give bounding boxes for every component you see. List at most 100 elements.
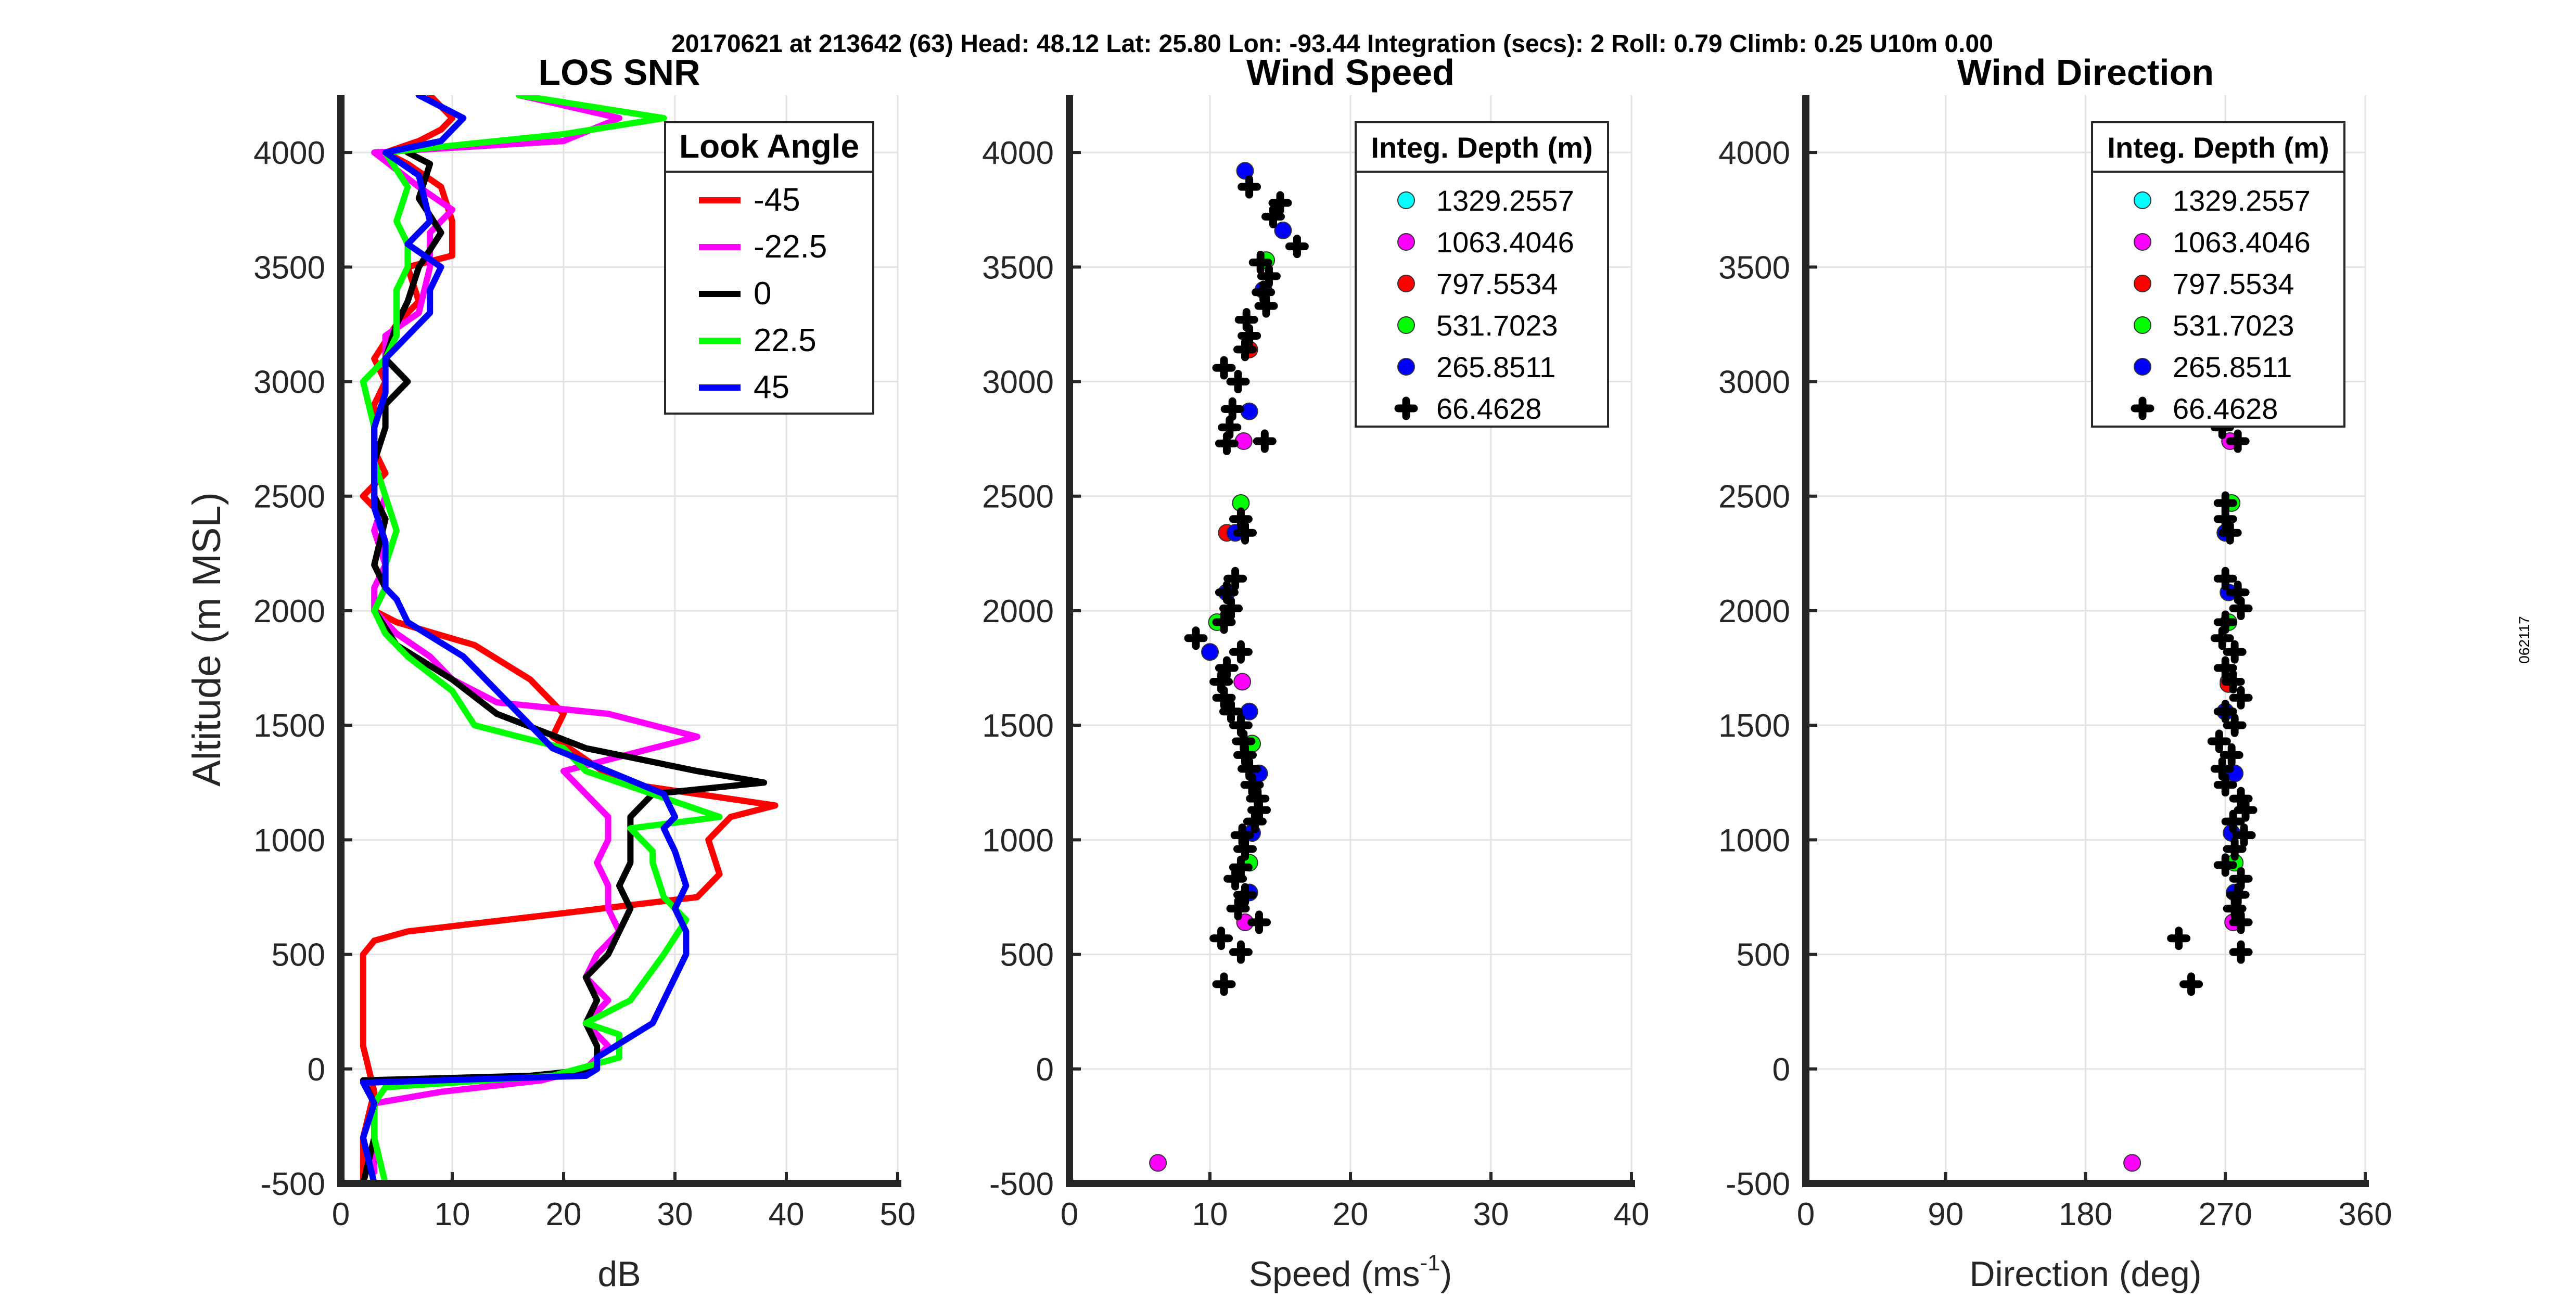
y-tick-label: 3000 (1718, 365, 1790, 401)
los-snr-panel: 0 10 20 30 40 50-5000500100015002000250030003… (185, 52, 915, 1294)
plot-area (1149, 162, 1309, 1172)
y-tick-label: 3500 (982, 250, 1054, 286)
legend-title: Integ. Depth (m) (1371, 131, 1592, 164)
data-point-66.4628 (1248, 251, 1272, 275)
y-tick-label: 2000 (982, 594, 1054, 629)
y-tick-label: 1500 (982, 708, 1054, 744)
legend-label-265.8511: 265.8511 (1436, 351, 1555, 383)
x-tick-label: 30 (1473, 1197, 1509, 1232)
data-point-66.4628 (2179, 972, 2203, 996)
x-tick-label: 50 (880, 1197, 916, 1232)
data-point-66.4628 (1215, 581, 1239, 604)
x-tick-label: 0 (1061, 1197, 1078, 1232)
data-point-66.4628 (1229, 640, 1253, 664)
y-tick-label: -500 (261, 1166, 325, 1202)
data-point-66.4628 (2232, 824, 2256, 847)
y-tick-label: 1500 (253, 708, 325, 744)
legend: Integ. Depth (m) 1329.2557 1063.4046 797.55… (2091, 121, 2345, 428)
wind-speed-panel: 0 10 20 30 40-500050010001500200025003000350… (982, 52, 1649, 1294)
data-point-66.4628 (1246, 787, 1270, 811)
legend-swatch-66.4628 (2131, 396, 2154, 420)
data-point-66.4628 (1229, 713, 1253, 737)
data-point-66.4628 (2229, 867, 2253, 891)
legend-label-22.5: 22.5 (754, 323, 817, 358)
legend-swatch-1329.2557 (2134, 191, 2151, 209)
y-tick-label: 0 (308, 1052, 325, 1088)
x-tick-label: 180 (2059, 1197, 2112, 1232)
y-tick-label: 2500 (1718, 479, 1790, 515)
data-point-66.4628 (1233, 338, 1257, 362)
data-point-66.4628 (1212, 686, 1236, 710)
data-point-66.4628 (2167, 927, 2191, 950)
data-point-66.4628 (1238, 175, 1261, 199)
data-point-66.4628 (2223, 713, 2247, 737)
legend-label-1063.4046: 1063.4046 (1436, 226, 1574, 259)
data-point-66.4628 (2220, 743, 2243, 767)
legend-label-1329.2557: 1329.2557 (2173, 184, 2311, 217)
x-tick-label: 360 (2338, 1197, 2392, 1232)
data-point-66.4628 (1285, 235, 1309, 259)
x-axis-label-end: ) (1440, 1254, 1452, 1294)
legend-label-66.4628: 66.4628 (1436, 392, 1541, 425)
data-point-66.4628 (1233, 883, 1257, 907)
x-tick-label: 10 (1192, 1197, 1228, 1232)
y-tick-label: 1000 (1718, 822, 1790, 858)
data-point-66.4628 (2223, 640, 2247, 664)
y-tick-label: 500 (1000, 937, 1054, 973)
y-tick-label: 3500 (1718, 250, 1790, 286)
legend-label-531.7023: 531.7023 (2173, 309, 2294, 342)
legend-swatch-1063.4046 (1397, 233, 1415, 251)
x-tick-label: 0 (1797, 1197, 1815, 1232)
plot-area (360, 95, 779, 1184)
legend-box (1355, 121, 1609, 428)
data-point-66.4628 (1234, 308, 1258, 332)
y-tick-label: 4000 (253, 135, 325, 171)
y-tick-label: 2500 (982, 479, 1054, 515)
data-point-66.4628 (1212, 972, 1236, 996)
chart-title: Wind Speed (1246, 52, 1455, 93)
data-point-66.4628 (2226, 581, 2250, 604)
data-point-66.4628 (1229, 855, 1253, 879)
data-point-66.4628 (1219, 700, 1243, 724)
data-point-66.4628 (2218, 521, 2242, 545)
data-point-66.4628 (1209, 927, 1233, 950)
data-point-66.4628 (2213, 853, 2237, 877)
data-point-66.4628 (1220, 397, 1244, 421)
y-tick-label: 0 (1772, 1052, 1790, 1088)
series-line-22.5 (360, 95, 723, 1184)
data-point-66.4628 (2213, 700, 2237, 724)
data-point-66.4628 (1215, 431, 1239, 455)
y-tick-label: -500 (989, 1166, 1054, 1202)
data-point-66.4628 (1230, 824, 1254, 847)
y-tick-label: 500 (1737, 937, 1790, 973)
side-label: 062117 (2516, 616, 2532, 663)
data-point-66.4628 (2221, 670, 2245, 693)
plot-area (2123, 416, 2258, 1172)
x-tick-label: 90 (1928, 1197, 1963, 1232)
data-point-66.4628 (1261, 204, 1285, 228)
y-tick-label: 2000 (1718, 594, 1790, 629)
data-point-1063.4046 (1233, 673, 1252, 691)
data-point-1063.4046 (1234, 432, 1253, 451)
data-point-66.4628 (2229, 686, 2253, 710)
data-point-66.4628 (1226, 896, 1250, 920)
data-point-66.4628 (1233, 521, 1257, 545)
x-tick-label: 270 (2199, 1197, 2252, 1232)
y-tick-label: 2500 (253, 479, 325, 515)
chart-title: Wind Direction (1957, 52, 2214, 93)
legend-label-265.8511: 265.8511 (2173, 351, 2292, 383)
data-point-1063.4046 (1149, 1154, 1167, 1172)
data-point-66.4628 (2229, 787, 2253, 811)
x-tick-label: 20 (546, 1197, 582, 1232)
x-axis-label-superscript: -1 (1420, 1250, 1440, 1276)
y-tick-label: 3000 (982, 365, 1054, 401)
legend-title: Look Angle (679, 127, 859, 165)
data-point-66.4628 (1223, 567, 1247, 590)
data-point-265.8511 (1236, 162, 1254, 180)
data-point-66.4628 (2213, 567, 2237, 590)
y-tick-label: 2000 (253, 594, 325, 629)
legend-swatch-265.8511 (1397, 358, 1415, 376)
data-point-66.4628 (1212, 356, 1236, 380)
data-point-265.8511 (1274, 221, 1292, 239)
x-tick-label: 40 (769, 1197, 805, 1232)
